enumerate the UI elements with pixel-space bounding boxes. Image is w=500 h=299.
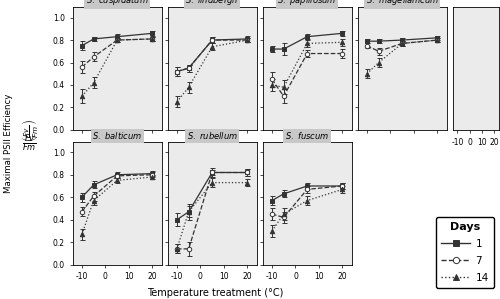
Title: $\it{S.~papillosum}$: $\it{S.~papillosum}$ bbox=[278, 0, 337, 7]
Title: $\it{S.~cuspidatum}$: $\it{S.~cuspidatum}$ bbox=[86, 0, 148, 7]
Text: $\left(\frac{Fv}{Fm}\right)$: $\left(\frac{Fv}{Fm}\right)$ bbox=[20, 119, 40, 141]
Title: $\it{S.~lindbergii}$: $\it{S.~lindbergii}$ bbox=[186, 0, 239, 7]
Text: $\frac{Fv}{Fm}$: $\frac{Fv}{Fm}$ bbox=[22, 133, 36, 154]
Text: Maximal PSII Efficiency: Maximal PSII Efficiency bbox=[4, 94, 14, 193]
Text: Temperature treatment (°C): Temperature treatment (°C) bbox=[147, 288, 283, 298]
Title: $\it{S.~magellanicum}$: $\it{S.~magellanicum}$ bbox=[366, 0, 438, 7]
Title: $\it{S.~rubellum}$: $\it{S.~rubellum}$ bbox=[186, 130, 238, 141]
Legend: 1, 7, 14: 1, 7, 14 bbox=[436, 217, 494, 288]
Title: $\it{S.~fuscum}$: $\it{S.~fuscum}$ bbox=[285, 130, 330, 141]
Title: $\it{S.~balticum}$: $\it{S.~balticum}$ bbox=[92, 130, 142, 141]
